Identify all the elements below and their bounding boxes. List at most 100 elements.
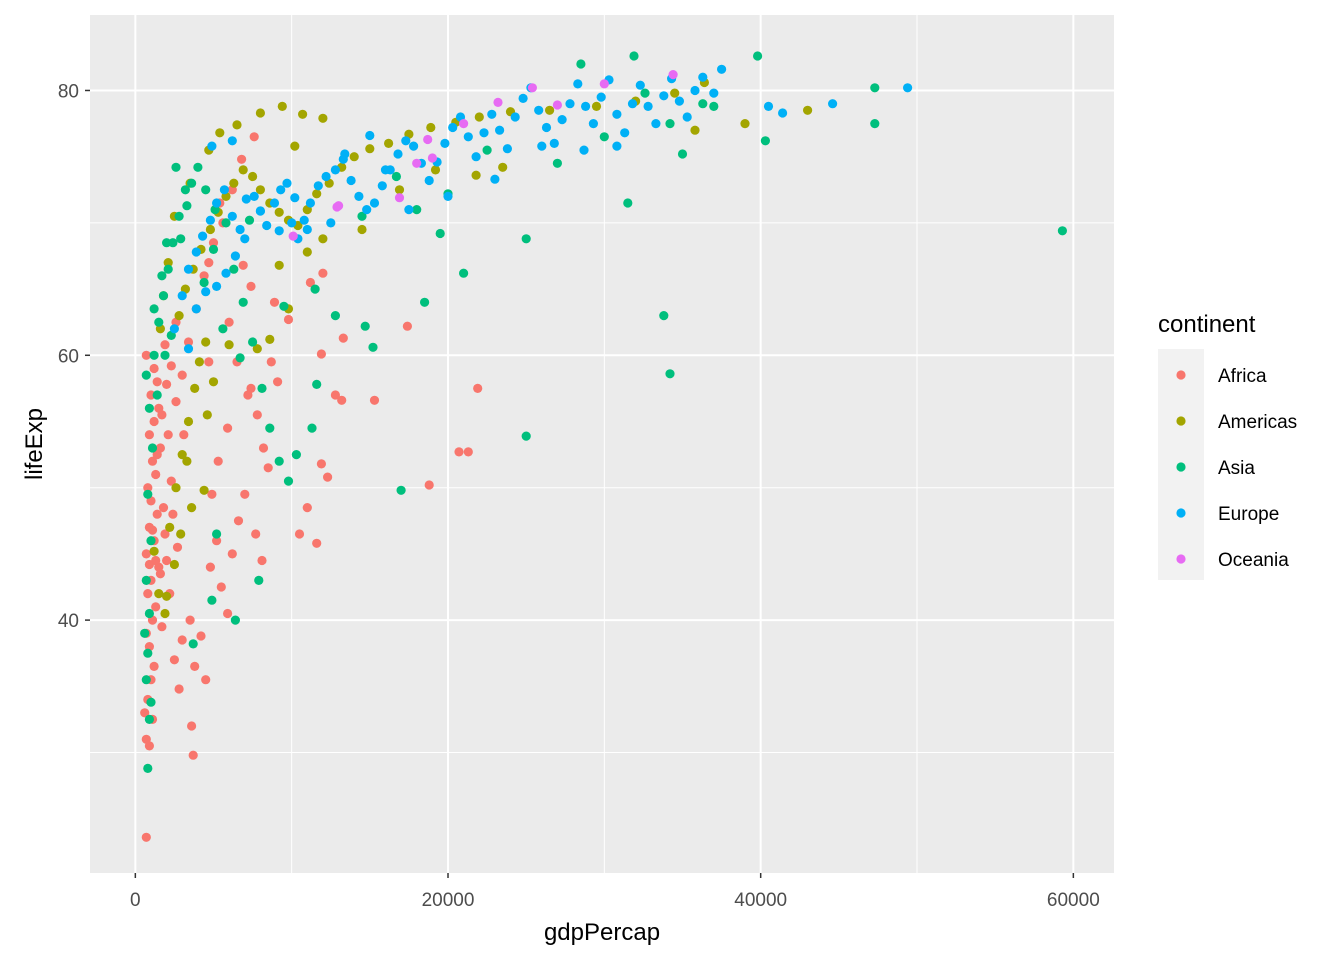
point-europe <box>596 92 606 102</box>
point-asia <box>162 238 172 248</box>
point-africa <box>157 410 167 420</box>
point-africa <box>168 509 178 519</box>
point-europe <box>424 175 434 186</box>
point-europe <box>377 181 387 191</box>
point-africa <box>257 555 267 566</box>
point-africa <box>169 655 179 665</box>
point-asia <box>283 476 294 486</box>
point-asia <box>659 311 669 321</box>
point-africa <box>252 410 262 420</box>
point-europe <box>262 220 272 231</box>
legend-title: continent <box>1158 311 1256 338</box>
point-asia <box>160 350 170 360</box>
point-asia <box>149 350 159 360</box>
point-asia <box>521 234 531 244</box>
point-oceania <box>459 119 469 129</box>
point-africa <box>166 361 176 371</box>
point-asia <box>291 450 301 460</box>
point-europe <box>490 174 500 184</box>
point-europe <box>287 218 297 228</box>
point-africa <box>151 469 161 480</box>
point-africa <box>312 538 322 548</box>
point-africa <box>251 529 261 539</box>
point-africa <box>179 430 189 440</box>
point-europe <box>717 64 727 74</box>
point-americas <box>545 105 555 115</box>
point-americas <box>255 185 265 195</box>
point-africa <box>207 489 217 499</box>
point-europe <box>369 198 380 208</box>
point-asia <box>360 321 370 331</box>
point-africa <box>266 357 276 367</box>
x-tick-label: 40000 <box>734 890 787 911</box>
point-asia <box>420 297 430 307</box>
point-europe <box>340 149 350 159</box>
y-axis: 40 60 80 <box>58 81 90 632</box>
point-americas <box>474 112 484 122</box>
point-oceania <box>527 83 538 93</box>
point-asia <box>870 119 880 129</box>
point-europe <box>240 234 250 244</box>
point-africa <box>187 721 197 731</box>
point-asia <box>412 205 422 215</box>
point-europe <box>635 80 645 90</box>
point-asia <box>141 675 151 685</box>
point-europe <box>690 85 700 96</box>
point-asia <box>238 297 248 307</box>
point-asia <box>279 301 289 311</box>
point-europe <box>651 119 661 129</box>
point-americas <box>190 383 200 393</box>
point-africa <box>216 582 226 592</box>
point-africa <box>149 363 159 374</box>
point-europe <box>212 198 222 208</box>
legend-label-europe: Europe <box>1218 504 1279 525</box>
point-europe <box>534 105 544 115</box>
point-americas <box>238 165 248 175</box>
point-africa <box>166 476 176 486</box>
point-europe <box>487 109 497 119</box>
point-africa <box>152 509 162 519</box>
point-europe <box>443 191 453 201</box>
point-europe <box>643 101 653 111</box>
legend-label-africa: Africa <box>1218 366 1267 387</box>
point-asia <box>158 291 169 301</box>
point-europe <box>302 224 312 235</box>
point-asia <box>146 536 156 546</box>
data-points <box>140 51 1067 842</box>
point-asia <box>552 158 563 168</box>
point-asia <box>870 83 880 93</box>
point-americas <box>498 162 508 172</box>
point-africa <box>149 416 159 427</box>
point-africa <box>144 741 154 751</box>
point-oceania <box>288 231 298 241</box>
point-europe <box>276 185 286 195</box>
legend-key-asia <box>1176 462 1186 472</box>
point-europe <box>183 344 194 354</box>
point-africa <box>316 459 326 469</box>
point-africa <box>149 661 159 672</box>
legend-label-asia: Asia <box>1218 458 1255 479</box>
point-europe <box>274 226 284 236</box>
point-asia <box>141 370 151 380</box>
point-africa <box>237 154 247 164</box>
point-americas <box>194 357 204 367</box>
point-africa <box>177 370 187 380</box>
point-europe <box>698 72 708 82</box>
point-europe <box>207 141 217 151</box>
y-tick-label: 60 <box>58 346 79 367</box>
point-americas <box>803 105 813 115</box>
point-americas <box>177 450 187 460</box>
point-asia <box>174 211 184 221</box>
point-africa <box>283 314 294 325</box>
point-americas <box>740 119 750 129</box>
point-oceania <box>334 201 344 211</box>
x-tick-label: 20000 <box>422 890 475 911</box>
point-europe <box>227 136 237 146</box>
point-africa <box>318 268 328 278</box>
point-africa <box>233 516 244 526</box>
point-asia <box>599 132 609 142</box>
point-africa <box>204 357 214 367</box>
point-africa <box>147 456 158 466</box>
point-europe <box>235 224 245 235</box>
